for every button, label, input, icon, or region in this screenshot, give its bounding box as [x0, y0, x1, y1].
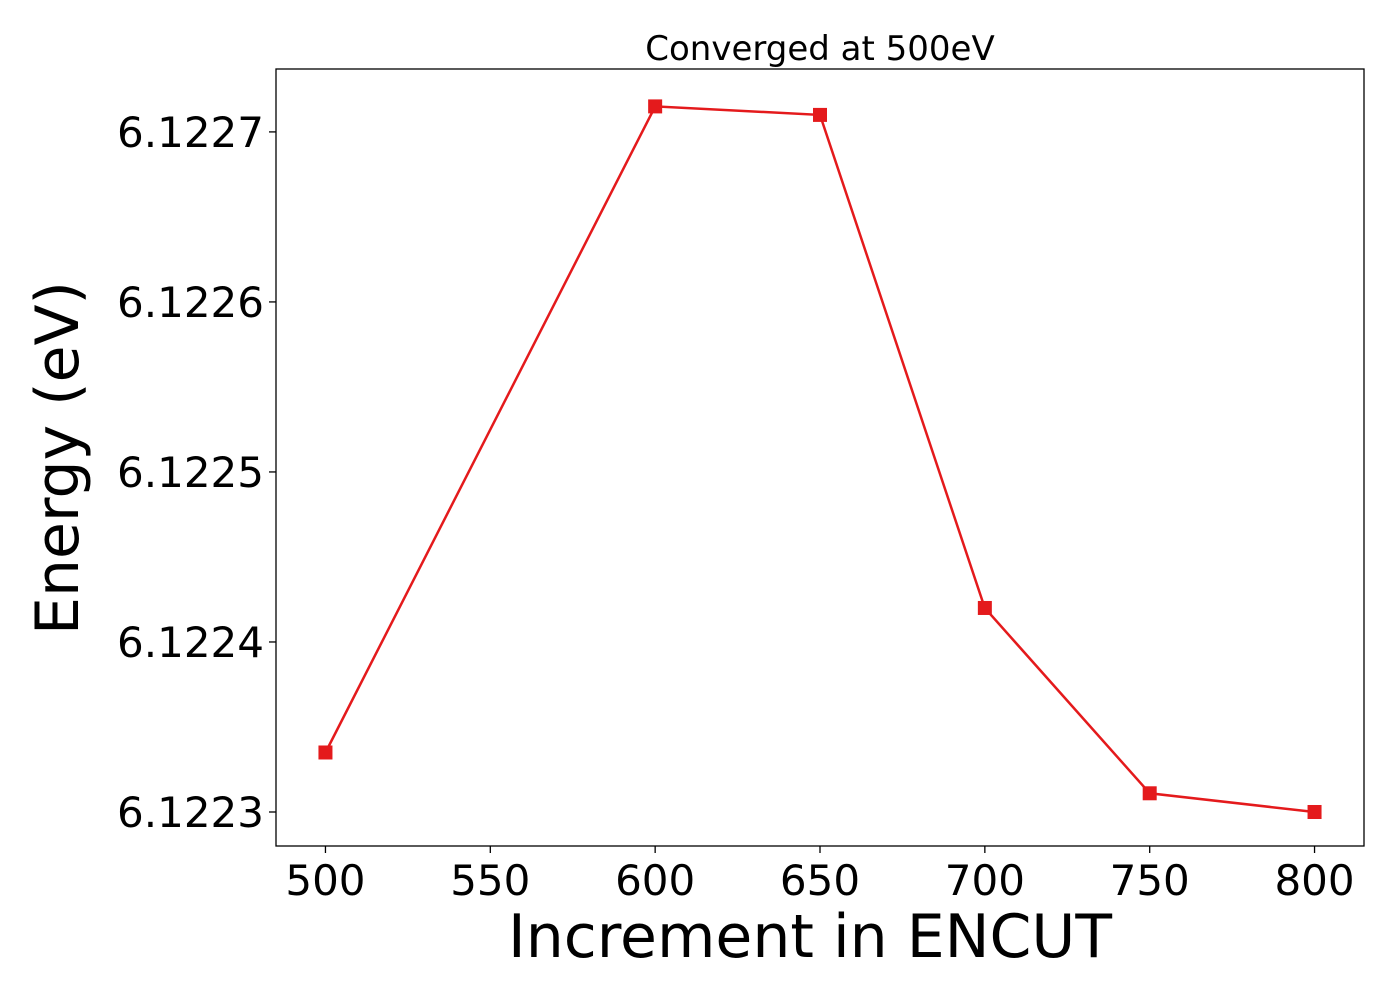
- plot-area: [318, 99, 1322, 819]
- data-point-marker: [318, 745, 333, 760]
- y-axis: 6.1223 6.1224 6.1225 6.1226 6.1227: [117, 108, 276, 837]
- y-tick-label: 6.1227: [117, 108, 264, 157]
- x-tick-label: 500: [285, 856, 365, 905]
- x-tick-label: 650: [780, 856, 860, 905]
- data-point-marker: [977, 600, 992, 615]
- data-point-marker: [1307, 804, 1322, 819]
- x-axis: 500 550 600 650 700 750 800: [285, 846, 1355, 905]
- x-tick-label: 600: [615, 856, 695, 905]
- data-point-marker: [813, 107, 827, 122]
- x-axis-label: Increment in ENCUT: [508, 902, 1112, 972]
- y-tick-label: 6.1225: [117, 448, 264, 497]
- chart-title: Converged at 500eV: [645, 29, 994, 69]
- y-tick-label: 6.1223: [117, 788, 264, 837]
- y-tick-label: 6.1224: [117, 618, 264, 667]
- x-tick-label: 800: [1274, 856, 1354, 905]
- x-tick-label: 550: [450, 856, 530, 905]
- data-point-marker: [648, 99, 663, 114]
- data-point-marker: [1142, 786, 1157, 801]
- y-axis-label: Energy (eV): [23, 281, 93, 635]
- x-tick-label: 700: [945, 856, 1025, 905]
- series-line: [324, 105, 1315, 814]
- x-tick-label: 750: [1110, 856, 1190, 905]
- y-tick-label: 6.1226: [117, 278, 264, 327]
